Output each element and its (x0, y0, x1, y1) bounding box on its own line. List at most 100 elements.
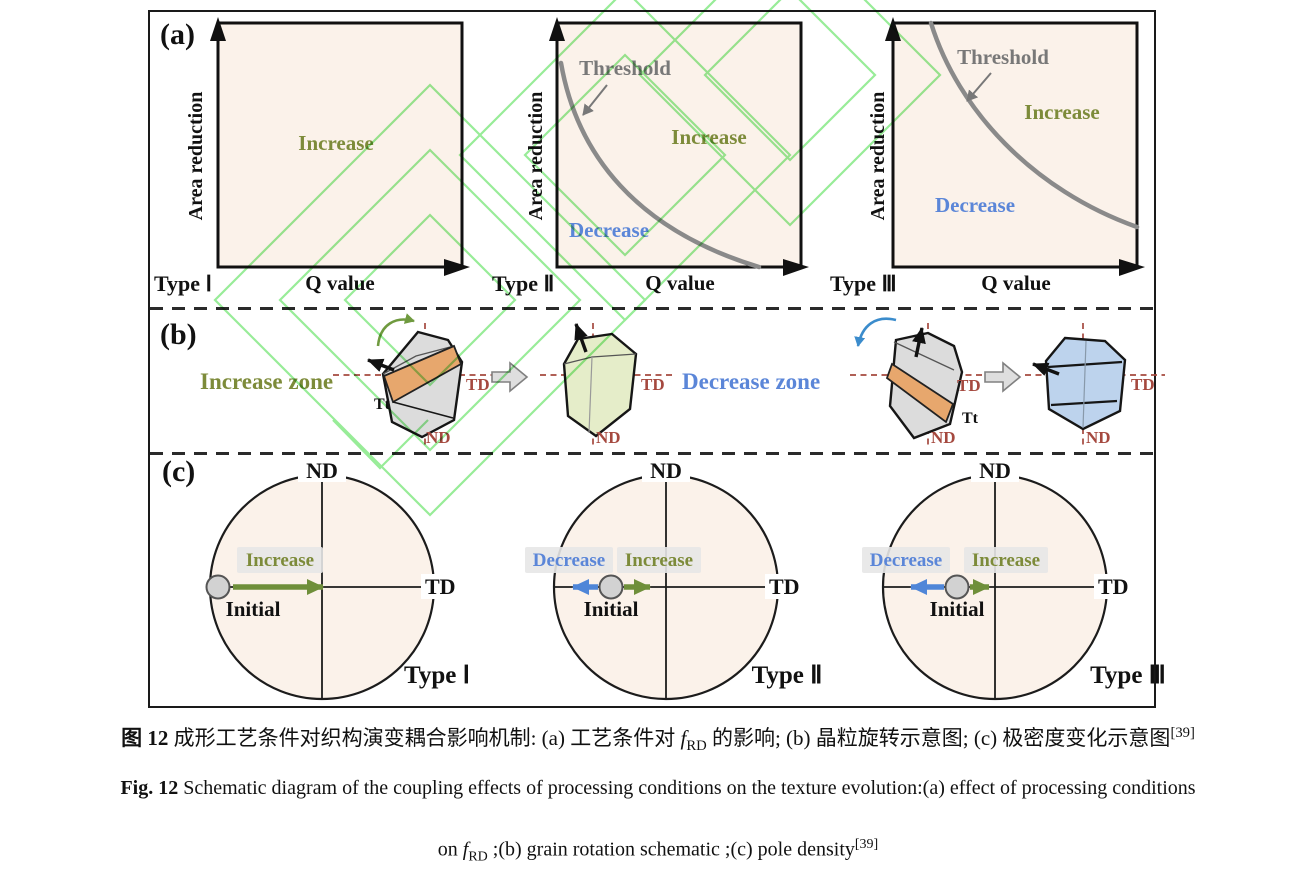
grain-decrease-before: Tt TD ND (850, 317, 995, 447)
plot3-increase-label: Increase (1024, 100, 1099, 124)
td-label: TD (425, 574, 456, 599)
increase-label-bg (617, 547, 701, 573)
f-symbol: f (462, 838, 469, 861)
initial-pole-dot (205, 574, 231, 600)
td-label: TD (466, 375, 490, 394)
plot3-xlabel: Q value (981, 271, 1051, 295)
grain-decrease-after: TD ND (1025, 323, 1165, 447)
nd-label: ND (1086, 428, 1111, 447)
grain-increase-before: Tt TD ND (333, 313, 492, 447)
caption-zh-fig-number: 图 12 (121, 726, 169, 750)
decrease-label: Decrease (533, 550, 605, 571)
plot2-type-label: Type Ⅱ (492, 271, 555, 296)
increase-label-bg (237, 547, 323, 573)
increase-label: Increase (625, 550, 693, 571)
plot1-type-label: Type Ⅰ (154, 271, 213, 296)
td-label-bg (765, 574, 811, 599)
type-label: Type Ⅰ (404, 662, 470, 689)
plot2-ylabel: Area reduction (525, 91, 547, 221)
td-label: TD (1131, 375, 1155, 394)
td-label: TD (957, 376, 981, 395)
plot3-xaxis-arrow-icon (1119, 259, 1145, 276)
panel-a-label: (a) (160, 18, 195, 51)
nd-label-bg (971, 458, 1019, 482)
td-label-bg (421, 574, 467, 599)
decrease-label: Decrease (870, 550, 942, 571)
plot1-xlabel: Q value (305, 271, 375, 295)
caption-zh-reference: [39] (1170, 725, 1195, 741)
plot-type-2: Threshold Increase Decrease (549, 17, 809, 276)
nd-label-bg (642, 458, 690, 482)
increase-label: Increase (246, 550, 314, 571)
caption-en2-text-2: ;(b) grain rotation schematic ;(c) pole … (487, 838, 855, 861)
caption-english-line1: Fig. 12 Schematic diagram of the couplin… (0, 777, 1316, 800)
increase-zone-label: Increase zone (200, 369, 334, 394)
plot-type-1: Increase (210, 17, 470, 276)
plot3-decrease-label: Decrease (935, 193, 1015, 217)
plot2-increase-label: Increase (671, 125, 746, 149)
plot2-decrease-label: Decrease (569, 218, 649, 242)
panel-divider-bc (150, 452, 1154, 455)
f-subscript: RD (468, 849, 488, 865)
initial-pole-dot (944, 574, 970, 600)
decrease-label-bg (525, 547, 613, 573)
nd-label: ND (306, 458, 338, 483)
twin-label: Tt (962, 410, 979, 427)
f-subscript: RD (686, 738, 707, 755)
nd-label: ND (650, 458, 682, 483)
plot2-threshold-label: Threshold (579, 56, 671, 80)
type-label: Type Ⅲ (1090, 662, 1166, 689)
transition-arrow-icon (984, 361, 1022, 393)
plot3-ylabel: Area reduction (867, 91, 889, 221)
increase-label-bg (964, 547, 1048, 573)
pole-figure-type-3: ND TD Decrease Increase Initial Type Ⅲ (862, 458, 1166, 701)
nd-label: ND (596, 428, 621, 447)
initial-label: Initial (930, 597, 985, 621)
plot-type-3: Threshold Increase Decrease (885, 17, 1145, 276)
td-label-bg (1094, 574, 1140, 599)
plot3-threshold-pointer-icon (966, 72, 992, 102)
initial-label: Initial (584, 597, 639, 621)
orientation-arrow-icon (1032, 362, 1060, 376)
initial-label: Initial (226, 597, 281, 621)
f-symbol: f (680, 726, 687, 750)
td-label: TD (769, 574, 800, 599)
nd-label: ND (931, 428, 956, 447)
caption-en-text: Schematic diagram of the coupling effect… (178, 777, 1196, 799)
crystal-facet-edge (893, 341, 955, 371)
initial-pole-dot (598, 574, 624, 600)
caption-en2-text-1: on (437, 838, 463, 861)
plot3-type-label: Type Ⅲ (830, 271, 897, 296)
caption-english-line2: on fRD ;(b) grain rotation schematic ;(c… (0, 837, 1316, 866)
rotation-arrow-blue-icon (854, 317, 897, 347)
pole-figure-type-1: ND TD Increase Initial Type Ⅰ (205, 458, 470, 701)
plot1-yaxis-arrow-icon (210, 17, 226, 41)
panel-c-label: (c) (162, 455, 196, 488)
transition-arrow-icon (491, 361, 529, 393)
increase-label: Increase (972, 550, 1040, 571)
plot3-threshold-label: Threshold (957, 45, 1049, 69)
grain-increase-after: TD ND (540, 323, 675, 447)
decrease-label-bg (862, 547, 950, 573)
plot2-xlabel: Q value (645, 271, 715, 295)
plot1-ylabel: Area reduction (185, 91, 207, 221)
type-label: Type Ⅱ (752, 662, 823, 689)
twin-band (885, 362, 955, 424)
panel-b-label: (b) (160, 318, 197, 351)
pole-figure-type-2: ND TD Decrease Increase Initial Type Ⅱ (525, 458, 823, 701)
caption-chinese: 图 12 成形工艺条件对织构演变耦合影响机制: (a) 工艺条件对 fRD 的影… (0, 722, 1316, 755)
caption-en2-reference: [39] (854, 837, 879, 852)
nd-label: ND (426, 428, 451, 447)
caption-zh-text-1: 成形工艺条件对织构演变耦合影响机制: (a) 工艺条件对 (168, 726, 681, 750)
crystal-vertical-edge (1082, 340, 1087, 429)
orientation-arrow-icon (912, 327, 926, 358)
caption-zh-text-2: 的影响; (b) 晶粒旋转示意图; (c) 极密度变化示意图 (706, 726, 1171, 750)
caption-en-fig-number: Fig. 12 (120, 777, 179, 799)
plot3-threshold-curve (928, 20, 1140, 230)
plot1-increase-label: Increase (298, 131, 373, 155)
td-label: TD (641, 375, 665, 394)
decrease-zone-label: Decrease zone (682, 369, 821, 394)
panel-divider-ab (150, 307, 1154, 310)
twin-label: Tt (374, 396, 391, 413)
